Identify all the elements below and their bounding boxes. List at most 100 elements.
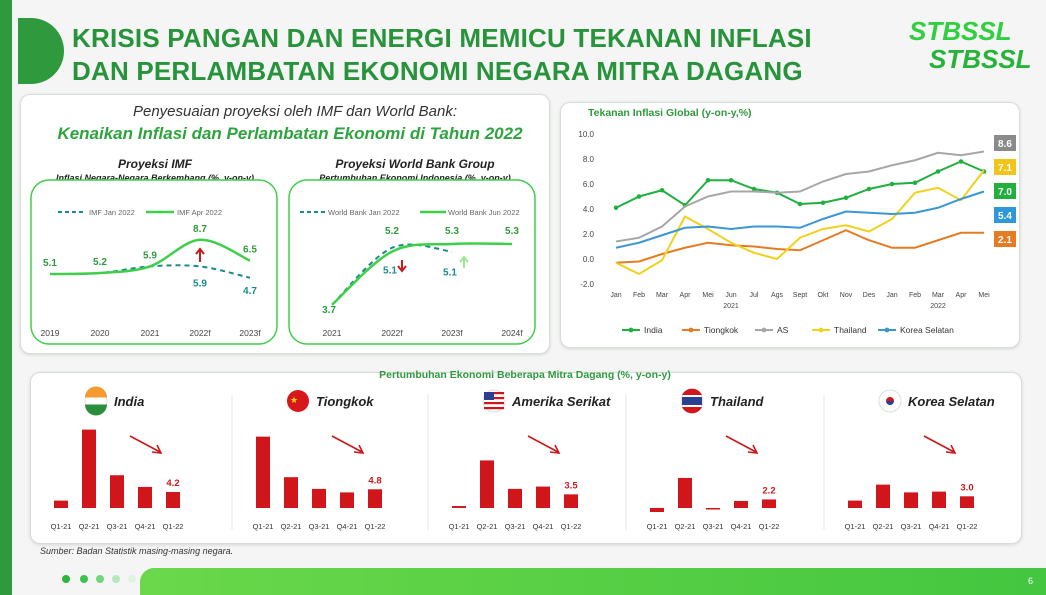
x-tick-label-imf: 2022f bbox=[189, 328, 211, 338]
line-series-as bbox=[615, 150, 985, 243]
x-tick-label-bar: Q4-21 bbox=[929, 522, 950, 531]
data-point-india bbox=[797, 201, 803, 207]
y-tick-label-inflation: 4.0 bbox=[583, 205, 595, 214]
flag-stripe bbox=[484, 402, 504, 405]
bar-korea-selatan bbox=[960, 496, 974, 508]
x-tick-label-bar: Q1-21 bbox=[647, 522, 668, 531]
x-tick-label-bar: Q4-21 bbox=[533, 522, 554, 531]
x-tick-label-bar: Q2-21 bbox=[79, 522, 100, 531]
bar-tiongkok bbox=[256, 436, 270, 508]
bar-korea-selatan bbox=[848, 500, 862, 508]
bar-thailand bbox=[650, 508, 664, 512]
data-label-imf-apr: 8.7 bbox=[193, 224, 207, 235]
left-accent-bar bbox=[0, 0, 12, 595]
thailand-flag-icon bbox=[680, 388, 704, 414]
trend-down-arrow-icon bbox=[331, 435, 365, 454]
flag-star: ★ bbox=[290, 395, 298, 405]
bar-india bbox=[54, 500, 68, 508]
x-tick-label-bar: Q4-21 bbox=[337, 522, 358, 531]
legend-label-inflation: AS bbox=[777, 325, 789, 335]
global-inflation-card bbox=[560, 102, 1020, 348]
end-value-badge bbox=[994, 135, 1016, 151]
legend-label-inflation: Korea Selatan bbox=[900, 325, 954, 335]
data-label-wb: 5.2 bbox=[385, 226, 399, 237]
country-name: India bbox=[114, 394, 144, 409]
bar-thailand bbox=[762, 499, 776, 508]
end-value-badge bbox=[994, 207, 1016, 223]
x-tick-label-wb: 2022f bbox=[381, 328, 403, 338]
x-tick-label-bar: Q4-21 bbox=[731, 522, 752, 531]
bar-amerika-serikat bbox=[536, 486, 550, 508]
imf-panel-border bbox=[30, 179, 278, 345]
up-arrow-icon bbox=[459, 255, 469, 268]
flag-stripe bbox=[682, 388, 702, 395]
end-value-label: 7.1 bbox=[998, 163, 1012, 174]
x-tick-label-bar: Q3-21 bbox=[901, 522, 922, 531]
flag-stripe bbox=[85, 404, 107, 416]
legend-marker-dot bbox=[628, 327, 634, 333]
bar-korea-selatan bbox=[876, 484, 890, 508]
data-point-india bbox=[889, 181, 895, 187]
x-tick-label-inflation: Ags bbox=[771, 292, 784, 299]
end-value-badge bbox=[994, 231, 1016, 247]
source-note: Sumber: Badan Statistik masing-masing ne… bbox=[40, 546, 234, 556]
korea-flag-icon bbox=[878, 389, 902, 413]
imf-chart-subtitle: Inflasi Negara-Negara Berkembang (%, y-o… bbox=[55, 173, 255, 183]
x-tick-label-inflation: Mei bbox=[702, 292, 714, 299]
title-line-1: KRISIS PANGAN DAN ENERGI MEMICU TEKANAN … bbox=[72, 23, 812, 53]
bar-india bbox=[166, 492, 180, 508]
brand-text: STBSSL bbox=[909, 16, 1012, 46]
wb-chart-subtitle: Pertumbuhan Ekonomi Indonesia (%, y-on-y… bbox=[319, 173, 511, 183]
legend-label-imf-jan: IMF Jan 2022 bbox=[89, 208, 135, 217]
data-label-wb: 5.1 bbox=[443, 268, 457, 279]
data-label-wb: 3.7 bbox=[322, 305, 336, 316]
x-tick-label-inflation: Feb bbox=[633, 292, 645, 299]
data-label-bar: 4.8 bbox=[368, 475, 381, 486]
end-value-label: 5.4 bbox=[998, 211, 1012, 222]
worldbank-projection-chart: World Bank Jan 2022 World Bank Jun 2022 3.… bbox=[288, 179, 536, 345]
bar-tiongkok bbox=[312, 488, 326, 508]
projections-subtitle: Penyesuaian proyeksi oleh IMF dan World … bbox=[132, 103, 458, 120]
x-tick-label-inflation: Apr bbox=[956, 292, 968, 299]
data-point-india bbox=[820, 200, 826, 206]
data-label-imf-apr: 5.9 bbox=[143, 250, 157, 261]
bar-tiongkok bbox=[368, 489, 382, 508]
x-tick-label-bar: Q2-21 bbox=[281, 522, 302, 531]
data-label-wb: 5.3 bbox=[445, 226, 459, 237]
up-arrow-icon bbox=[195, 247, 205, 262]
flag-taegeuk bbox=[886, 397, 894, 401]
trading-partners-chart: Pertumbuhan Ekonomi Beberapa Mitra Dagan… bbox=[51, 369, 995, 531]
bar-amerika-serikat bbox=[480, 460, 494, 508]
x-tick-label-bar: Q4-21 bbox=[135, 522, 156, 531]
x-tick-label-bar: Q1-22 bbox=[561, 522, 582, 531]
x-tick-label-inflation: Des bbox=[863, 292, 876, 299]
legend-label-inflation: Tiongkok bbox=[704, 325, 739, 335]
x-tick-label-wb: 2024f bbox=[501, 328, 523, 338]
progress-dot-4 bbox=[112, 575, 120, 583]
data-label-imf-apr: 5.1 bbox=[43, 258, 57, 269]
bar-india bbox=[138, 486, 152, 508]
wb-panel-border bbox=[288, 179, 536, 345]
line-series-wb-jun bbox=[331, 242, 513, 306]
bar-korea-selatan bbox=[932, 491, 946, 508]
china-flag-icon: ★ bbox=[287, 390, 309, 412]
progress-dot-5 bbox=[128, 575, 136, 583]
end-value-badge bbox=[994, 183, 1016, 199]
india-flag-icon bbox=[84, 386, 108, 416]
x-tick-label-bar: Q2-21 bbox=[873, 522, 894, 531]
year-label-inflation: 2021 bbox=[723, 303, 739, 310]
bar-india bbox=[82, 429, 96, 508]
trading-partners-title: Pertumbuhan Ekonomi Beberapa Mitra Dagan… bbox=[379, 369, 671, 381]
data-label-wb: 5.1 bbox=[383, 266, 397, 277]
slide-title: KRISIS PANGAN DAN ENERGI MEMICU TEKANAN … bbox=[72, 22, 812, 88]
legend-label-inflation: Thailand bbox=[834, 325, 867, 335]
country-name: Amerika Serikat bbox=[511, 394, 611, 409]
country-name: Thailand bbox=[710, 394, 765, 409]
x-tick-label-imf: 2019 bbox=[41, 328, 60, 338]
global-inflation-title: Tekanan Inflasi Global (y-on-y,%) bbox=[588, 107, 752, 119]
bar-thailand bbox=[734, 500, 748, 508]
data-point-india bbox=[958, 159, 964, 164]
data-label-bar: 3.0 bbox=[960, 482, 973, 493]
data-point-india bbox=[659, 187, 665, 193]
trend-down-arrow-icon bbox=[923, 435, 957, 454]
